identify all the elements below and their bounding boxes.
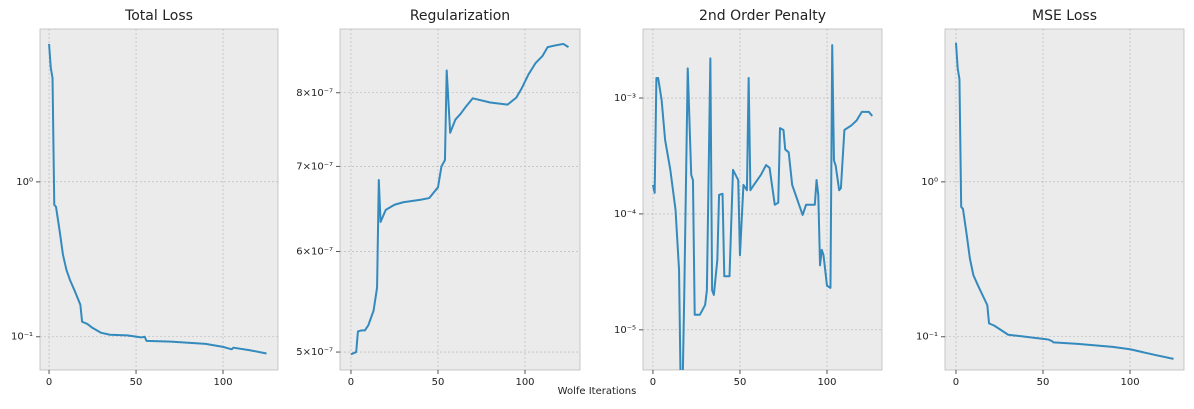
plot-area <box>339 28 581 371</box>
data-line <box>651 44 874 370</box>
x-tick-label: 0 <box>348 377 354 388</box>
x-tick-label: 100 <box>213 377 232 388</box>
subplot-title: 2nd Order Penalty <box>699 8 826 24</box>
subplot-title: MSE Loss <box>1032 8 1097 24</box>
x-tick-label: 100 <box>817 377 836 388</box>
y-tick-label: 5×10⁻⁷ <box>296 347 333 358</box>
y-tick-label: 10⁰ <box>921 177 938 188</box>
subplot-title: Regularization <box>410 8 510 24</box>
data-line <box>350 42 570 356</box>
x-tick-label: 50 <box>432 377 445 388</box>
subplot: MSE Loss 0 50 100 10⁻¹ 10⁰ <box>916 8 1185 388</box>
x-tick-label: 100 <box>1120 377 1139 388</box>
subplot: 2nd Order Penalty 0 50 100 10⁻⁵ 10⁻⁴ 10⁻³ <box>614 8 883 388</box>
data-line <box>48 43 267 355</box>
plot-area <box>944 28 1185 371</box>
y-tick-label: 10⁻¹ <box>916 332 938 343</box>
x-tick-label: 50 <box>734 377 747 388</box>
x-tick-label: 0 <box>650 377 656 388</box>
subplot: Regularization 0 50 100 5×10⁻⁷ 6×10⁻⁷ 7×10⁻⁷ 8×… <box>296 8 581 388</box>
y-tick-label: 10⁻¹ <box>11 332 33 343</box>
y-tick-label: 10⁻⁵ <box>614 325 636 336</box>
x-tick-label: 100 <box>515 377 534 388</box>
x-tick-label: 50 <box>130 377 143 388</box>
x-axis-label: Wolfe Iterations <box>558 386 637 397</box>
y-tick-label: 6×10⁻⁷ <box>296 246 333 257</box>
y-tick-label: 10⁻³ <box>614 93 636 104</box>
y-tick-label: 7×10⁻⁷ <box>296 161 333 172</box>
subplot: Total Loss 0 50 100 10⁻¹ 10⁰ <box>11 8 279 388</box>
y-tick-label: 8×10⁻⁷ <box>296 88 333 99</box>
x-tick-label: 50 <box>1037 377 1050 388</box>
y-tick-label: 10⁻⁴ <box>614 209 636 220</box>
x-tick-label: 0 <box>953 377 959 388</box>
plot-area <box>39 28 279 371</box>
plot-area <box>642 28 883 371</box>
data-line <box>954 42 1174 360</box>
subplot-title: Total Loss <box>124 8 193 24</box>
x-tick-label: 0 <box>46 377 52 388</box>
y-tick-label: 10⁰ <box>16 177 33 188</box>
